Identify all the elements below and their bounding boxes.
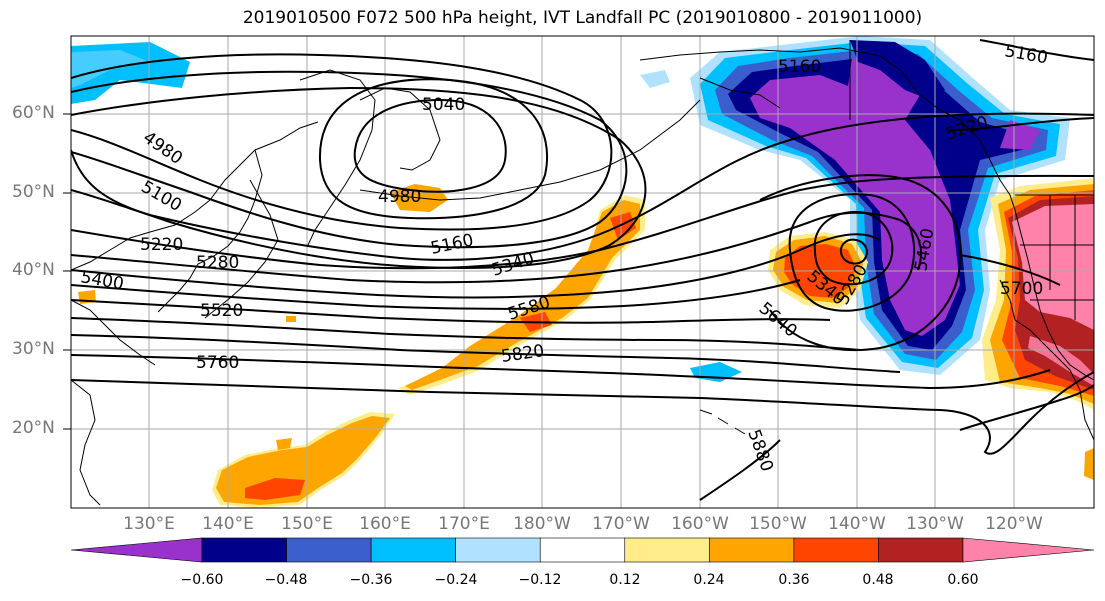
colorbar-segment xyxy=(201,537,287,563)
contour-label: 5760 xyxy=(196,353,239,373)
colorbar-tick-label: −0.60 xyxy=(180,572,224,588)
colorbar-segment xyxy=(370,537,456,563)
colorbar xyxy=(70,537,1095,563)
map-gridlines xyxy=(71,36,1094,508)
longitude-label: 160°W xyxy=(671,514,729,534)
longitude-label: 140°E xyxy=(202,514,254,534)
colorbar-tick-label: −0.24 xyxy=(434,572,478,588)
chart-title: 2019010500 F072 500 hPa height, IVT Land… xyxy=(242,8,923,28)
colorbar-tick-label: 0.12 xyxy=(609,572,641,588)
colorbar-tick-label: −0.12 xyxy=(518,572,562,588)
latitude-label: 60°N xyxy=(12,103,55,123)
longitude-label: 120°W xyxy=(985,514,1043,534)
colorbar-tick-label: −0.48 xyxy=(264,572,308,588)
contour-label: 5160 xyxy=(778,57,821,77)
contour-label: 5220 xyxy=(140,235,183,255)
latitude-label: 20°N xyxy=(12,418,55,438)
colorbar-segment xyxy=(793,537,879,563)
colorbar-segment xyxy=(709,537,795,563)
ivt-shading xyxy=(71,36,1094,508)
contour-label: 5700 xyxy=(1000,279,1043,299)
latitude-label: 30°N xyxy=(12,339,55,359)
colorbar-segment xyxy=(286,537,372,563)
colorbar-extend-high xyxy=(962,537,1095,563)
colorbar-segment xyxy=(455,537,541,563)
contour-label: 5040 xyxy=(422,95,465,115)
latitude-label: 40°N xyxy=(12,260,55,280)
longitude-label: 180°W xyxy=(513,514,571,534)
longitude-label: 170°W xyxy=(592,514,650,534)
map-area: 5040 4980 4980 5100 5220 5280 5400 5520 … xyxy=(71,36,1094,508)
ivt-minimum xyxy=(750,58,960,336)
colorbar-segment xyxy=(539,537,626,563)
colorbar-tick-label: 0.48 xyxy=(862,572,894,588)
colorbar-tick-label: 0.24 xyxy=(693,572,725,588)
longitude-label: 140°W xyxy=(828,514,886,534)
ivt-patch-nw xyxy=(71,42,190,104)
height-contours xyxy=(71,39,1094,501)
colorbar-tick-label: 0.60 xyxy=(947,572,979,588)
colorbar-tick-label: 0.36 xyxy=(778,572,810,588)
map-frame xyxy=(70,35,1095,509)
longitude-label: 130°W xyxy=(906,514,964,534)
colorbar-tick-label: −0.36 xyxy=(349,572,393,588)
contour-5040-low xyxy=(353,98,507,193)
contour-label: 5280 xyxy=(196,253,239,273)
contour-label: 4980 xyxy=(378,187,421,207)
latitude-label: 50°N xyxy=(12,182,55,202)
longitude-label: 160°E xyxy=(359,514,411,534)
colorbar-extend-low xyxy=(70,537,203,563)
axis-ticks xyxy=(63,113,71,430)
colorbar-segment xyxy=(878,537,964,563)
contour-label: 5520 xyxy=(200,301,243,321)
contour-cutoff-inner xyxy=(840,238,868,265)
longitude-label: 130°E xyxy=(123,514,175,534)
longitude-label: 170°E xyxy=(438,514,490,534)
longitude-label: 150°W xyxy=(749,514,807,534)
longitude-label: 150°E xyxy=(281,514,333,534)
colorbar-segment xyxy=(624,537,710,563)
